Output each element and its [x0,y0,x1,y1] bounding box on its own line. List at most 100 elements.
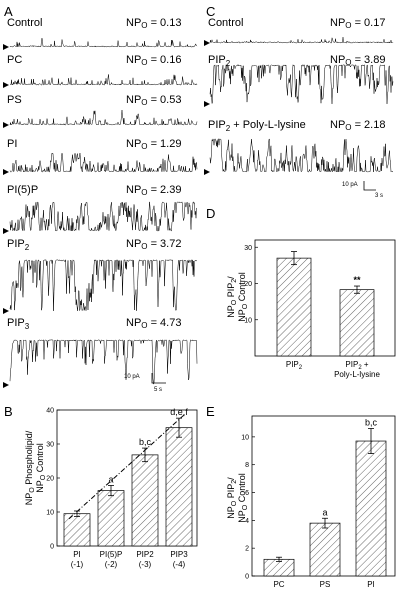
y-tick-label: 10 [241,434,249,441]
trace-label: PI [7,138,17,150]
npo-value: NPO = 0.13 [126,17,181,30]
scale-bar-a: 10 pA 5 s [124,373,166,393]
scale-bar-lines [151,373,166,384]
x-category-label: PS [320,580,331,589]
scale-pa-label: 10 pA [342,182,358,188]
baseline-arrow-icon [204,101,210,107]
y-tick-label: 10 [46,510,54,517]
trace-line [209,63,394,105]
y-tick-label: 6 [245,490,249,497]
panel-c-letter: C [206,4,215,19]
npo-value: NPO = 2.39 [126,184,181,197]
trace-line [9,258,198,312]
trace-a-pi: PI NPO = 1.29 [3,138,198,175]
npo-value: NPO = 0.16 [126,54,181,67]
significance-label: a [108,474,113,484]
bar-chart-e: 0 2 4 6 8 10 PC a PS b,c PI [241,415,396,589]
trace-a-pc: PC NPO = 0.16 [3,54,198,88]
npo-value: NPO = 3.72 [126,238,181,251]
significance-label: d,e,f [170,407,188,417]
trace-a-control: Control NPO = 0.13 [3,17,198,50]
bar-chart-b: 0 10 20 30 40 PI (-1) a PI(5)P (-2) b,c PIP2 (-3) d,e… [46,407,198,569]
bar [263,558,295,577]
trace-label: PIP3 [7,317,30,331]
scale-s-label: 5 s [154,387,162,393]
scale-s-label: 3 s [375,193,383,199]
x-category-label: PIP2 + Poly-L-lysine [334,360,380,379]
trace-label: Control [7,17,42,29]
panel-b: B NPO Phospholipid/NPO Control 0 10 20 30 40… [4,404,198,569]
trace-line [209,37,394,44]
x-category-label: PIP2 (-3) [136,550,154,569]
bar [276,257,312,357]
trace-label: PC [7,54,22,66]
y-tick-label: 0 [245,574,249,581]
trace-a-pip2: PIP2 NPO = 3.72 [3,238,198,314]
trace-label: PIP2 [208,54,231,68]
panel-e-letter: E [206,404,215,419]
scale-bar-c: 10 pA 3 s [342,181,383,199]
y-tick-label: 8 [245,462,249,469]
npo-value: NPO = 1.29 [126,138,181,151]
plot-frame [254,239,396,357]
npo-value: NPO = 0.53 [126,94,181,107]
bar [63,513,91,547]
bar [339,289,375,357]
y-tick-label: 4 [245,518,249,525]
npo-value: NPO = 2.18 [330,119,385,132]
bar [165,427,193,547]
panel-a-letter: A [4,4,13,19]
panel-a: A Control NPO = 0.13 PC NPO = 0.16 PS NP… [3,4,198,393]
bar [131,454,159,547]
y-tick-label: 30 [244,245,252,252]
trace-line [9,38,198,48]
x-category-label: PI(5)P (-2) [100,550,123,569]
trace-label: PIP2 + Poly-L-lysine [208,119,306,133]
y-tick-label: 10 [244,317,252,324]
y-tick-label: 20 [244,281,252,288]
y-tick-label: 40 [46,408,54,415]
scale-bar-lines [363,181,376,191]
panel-e: E NPO PIP2/NPO Control 0 2 4 6 8 10 PC a PS b,c PI [206,404,396,589]
significance-label: a [322,507,327,517]
trace-line [9,109,198,126]
trace-line [9,201,197,232]
baseline-arrow-icon [204,40,210,46]
trace-label: Control [208,17,243,29]
npo-value: NPO = 0.17 [330,17,385,30]
baseline-arrow-icon [3,169,9,175]
significance-label: ** [353,275,361,285]
y-tick-label: 20 [46,476,54,483]
baseline-arrow-icon [3,122,9,128]
y-axis-label: NPO Phospholipid/NPO Control [24,430,47,505]
npo-value: NPO = 3.89 [330,54,385,67]
significance-label: b,c [139,437,152,447]
trend-line [68,413,186,520]
trace-a-ps: PS NPO = 0.53 [3,94,198,128]
trace-line [9,152,198,173]
npo-value: NPO = 4.73 [126,317,181,330]
panel-d: D NPO PIP2/NPO Control 10 20 30 PIP2 ** PIP2 … [206,206,396,379]
trace-line [209,138,394,173]
panel-b-letter: B [4,404,13,419]
trace-a-pi5p: PI(5)P NPO = 2.39 [3,184,197,234]
trace-c-pip2-polylysine: PIP2 + Poly-L-lysine NPO = 2.18 [204,119,394,175]
y-tick-label: 2 [245,546,249,553]
y-tick-label: 30 [46,442,54,449]
y-axis-label: NPO PIP2/NPO Control [226,473,249,522]
trace-c-pip2: PIP2 NPO = 3.89 [204,54,394,107]
baseline-arrow-icon [3,82,9,88]
baseline-arrow-icon [3,44,9,50]
x-category-label: PI (-1) [71,550,84,569]
trace-c-control: Control NPO = 0.17 [204,17,394,46]
baseline-arrow-icon [3,382,9,388]
x-category-label: PC [273,580,284,589]
trace-label: PIP2 [7,238,30,252]
y-tick-label: 0 [50,544,54,551]
bar [97,490,125,547]
trace-a-pip3: PIP3 NPO = 4.73 [3,317,198,388]
panel-c: C Control NPO = 0.17 PIP2 NPO = 3.89 PIP… [204,4,394,199]
bar [355,440,387,577]
baseline-arrow-icon [3,308,9,314]
x-category-label: PI [367,580,375,589]
